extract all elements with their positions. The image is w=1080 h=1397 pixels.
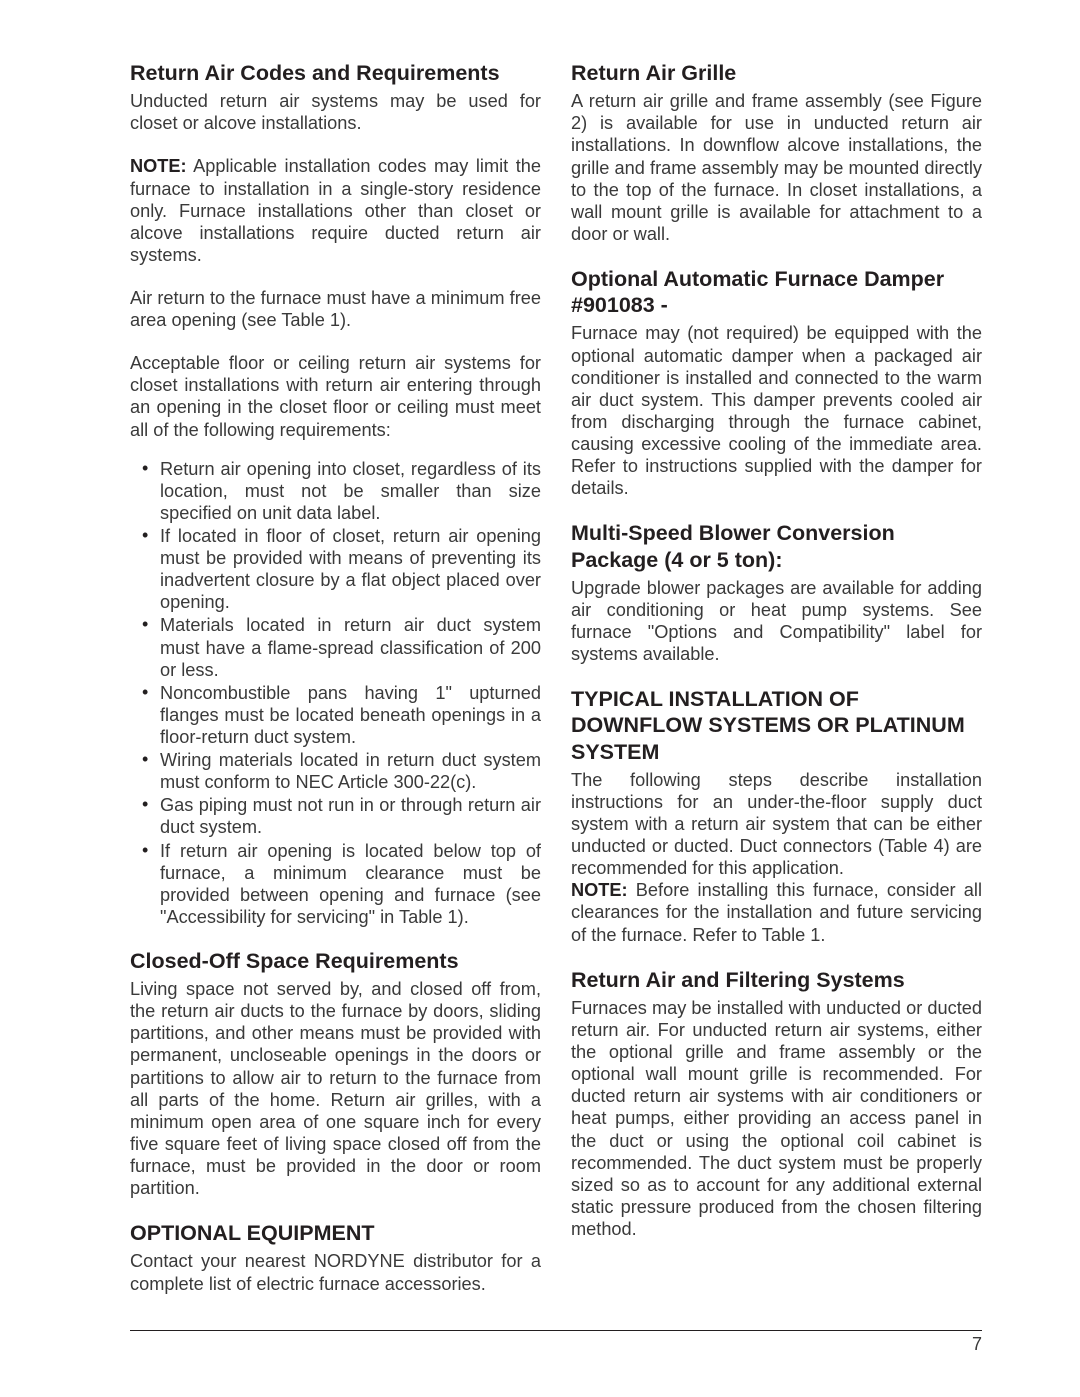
para-typical-note: NOTE: Before installing this furnace, co… [571, 879, 982, 945]
page: Return Air Codes and Requirements Unduct… [0, 0, 1080, 1397]
two-column-layout: Return Air Codes and Requirements Unduct… [130, 60, 982, 1295]
para-closed-off: Living space not served by, and closed o… [130, 978, 541, 1199]
para-blower: Upgrade blower packages are available fo… [571, 577, 982, 665]
list-item: Materials located in return air duct sys… [130, 614, 541, 680]
note-text: Before installing this furnace, consider… [571, 880, 982, 944]
heading-return-air-grille: Return Air Grille [571, 60, 982, 86]
para-grille: A return air grille and frame assembly (… [571, 90, 982, 245]
list-item: If located in floor of closet, return ai… [130, 525, 541, 613]
heading-typical-install: TYPICAL INSTALLATION OF DOWNFLOW SYSTEMS… [571, 686, 982, 765]
para-acceptable-systems: Acceptable floor or ceiling return air s… [130, 352, 541, 440]
heading-filtering: Return Air and Filtering Systems [571, 967, 982, 993]
heading-return-air-codes: Return Air Codes and Requirements [130, 60, 541, 86]
heading-damper: Optional Automatic Furnace Damper #90108… [571, 266, 982, 318]
heading-blower: Multi-Speed Blower Conversion Package (4… [571, 520, 982, 572]
list-item: Noncombustible pans having 1" upturned f… [130, 682, 541, 748]
para-damper: Furnace may (not required) be equipped w… [571, 322, 982, 499]
para-note-codes: NOTE: Applicable installation codes may … [130, 155, 541, 266]
right-column: Return Air Grille A return air grille an… [571, 60, 982, 1295]
para-filtering: Furnaces may be installed with unducted … [571, 997, 982, 1240]
note-label: NOTE: [571, 880, 628, 900]
para-typical-install: The following steps describe installatio… [571, 769, 982, 880]
note-label: NOTE: [130, 156, 187, 176]
para-optional-equipment: Contact your nearest NORDYNE distributor… [130, 1250, 541, 1294]
para-unducted: Unducted return air systems may be used … [130, 90, 541, 134]
heading-optional-equipment: OPTIONAL EQUIPMENT [130, 1220, 541, 1246]
note-text: Applicable installation codes may limit … [130, 156, 541, 264]
list-item: If return air opening is located below t… [130, 840, 541, 928]
heading-closed-off: Closed-Off Space Requirements [130, 948, 541, 974]
page-number: 7 [972, 1334, 982, 1354]
para-air-return-min: Air return to the furnace must have a mi… [130, 287, 541, 331]
page-footer: 7 [130, 1330, 982, 1355]
list-item: Gas piping must not run in or through re… [130, 794, 541, 838]
list-item: Return air opening into closet, regardle… [130, 458, 541, 524]
list-item: Wiring materials located in return duct … [130, 749, 541, 793]
requirements-list: Return air opening into closet, regardle… [130, 458, 541, 928]
left-column: Return Air Codes and Requirements Unduct… [130, 60, 541, 1295]
